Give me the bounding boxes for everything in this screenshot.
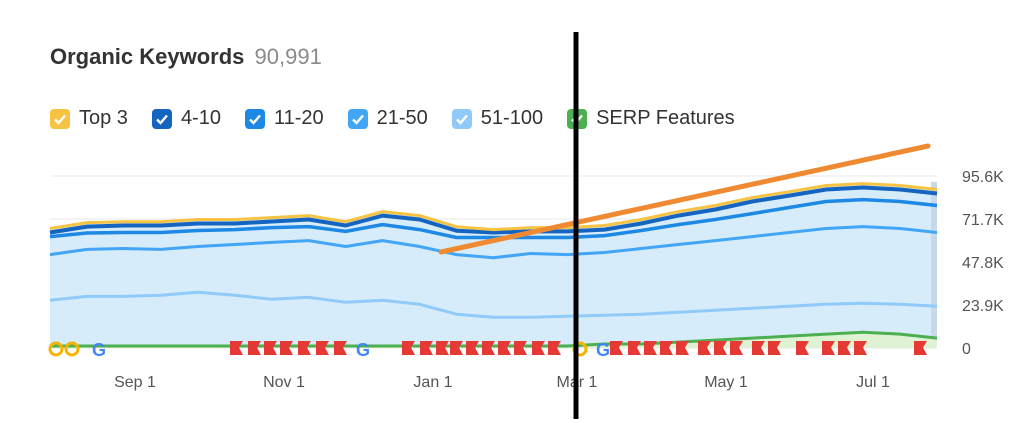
event-flag-marker bbox=[466, 341, 479, 355]
legend-label: 4-10 bbox=[180, 107, 221, 129]
google-update-icon: G bbox=[92, 340, 106, 360]
series-line-11-20 bbox=[49, 197, 938, 240]
y-tick-label: 95.6K bbox=[962, 169, 1004, 186]
y-tick-label: 71.7K bbox=[962, 212, 1004, 229]
legend-label: SERP Features bbox=[596, 107, 735, 129]
google-update-icon: G bbox=[596, 340, 610, 360]
event-flag-marker bbox=[730, 341, 743, 355]
event-flag-marker bbox=[628, 341, 641, 355]
x-tick-label: Nov 1 bbox=[263, 374, 305, 391]
keyword-count: 90,991 bbox=[254, 44, 322, 69]
event-flag-marker bbox=[498, 341, 511, 355]
event-flag-marker bbox=[644, 341, 657, 355]
y-tick-label: 0 bbox=[962, 341, 971, 358]
chart-edge-strip bbox=[931, 182, 937, 348]
google-update-icon: G bbox=[356, 340, 370, 360]
legend-label: 21-50 bbox=[376, 107, 428, 129]
y-tick-label: 47.8K bbox=[962, 255, 1004, 272]
legend-item-51-100[interactable]: 51-100 bbox=[451, 107, 544, 130]
event-flag-marker bbox=[548, 341, 561, 355]
event-flag-marker bbox=[822, 341, 835, 355]
event-flag-marker bbox=[660, 341, 673, 355]
event-flag-marker bbox=[280, 341, 293, 355]
event-flag-marker bbox=[796, 341, 809, 355]
event-flag-marker bbox=[264, 341, 277, 355]
chart-title: Organic Keywords bbox=[50, 44, 245, 69]
legend-item-11-20[interactable]: 11-20 bbox=[244, 107, 324, 130]
event-marker-icon bbox=[48, 341, 64, 357]
event-flag-marker bbox=[420, 341, 433, 355]
series-line-4-10 bbox=[49, 185, 938, 235]
event-flag-marker bbox=[676, 341, 689, 355]
x-tick-label: May 1 bbox=[704, 374, 748, 391]
event-marker-icon bbox=[64, 341, 80, 357]
event-flag-marker bbox=[752, 341, 765, 355]
event-flag-marker bbox=[768, 341, 781, 355]
checkbox-icon[interactable] bbox=[244, 108, 265, 129]
series-line-top-3 bbox=[49, 182, 938, 232]
event-flag-marker bbox=[514, 341, 527, 355]
event-flag-marker bbox=[334, 341, 347, 355]
legend: Top 3 4-10 11-20 21-50 51-100 SERP Featu… bbox=[50, 107, 759, 130]
event-flag-marker bbox=[402, 341, 415, 355]
series-line-serp-features bbox=[50, 330, 938, 348]
x-tick-label: Jan 1 bbox=[413, 374, 452, 391]
series-line-51-100 bbox=[49, 290, 938, 319]
legend-label: Top 3 bbox=[79, 107, 128, 129]
legend-label: 11-20 bbox=[273, 107, 324, 129]
chart-header: Organic Keywords 90,991 bbox=[50, 44, 322, 70]
legend-item-serp-features[interactable]: SERP Features bbox=[567, 107, 735, 130]
event-flag-marker bbox=[532, 341, 545, 355]
checkbox-icon[interactable] bbox=[347, 108, 368, 129]
legend-item-top-3[interactable]: Top 3 bbox=[50, 107, 128, 130]
event-flag-marker bbox=[838, 341, 851, 355]
event-flag-marker bbox=[230, 341, 243, 355]
x-tick-label: Jul 1 bbox=[856, 374, 890, 391]
series-line-21-50 bbox=[49, 225, 938, 260]
legend-item-21-50[interactable]: 21-50 bbox=[347, 107, 428, 130]
event-flag-marker bbox=[298, 341, 311, 355]
event-flag-marker bbox=[436, 341, 449, 355]
event-flag-marker bbox=[450, 341, 463, 355]
y-tick-label: 23.9K bbox=[962, 298, 1004, 315]
legend-item-4-10[interactable]: 4-10 bbox=[151, 107, 221, 130]
event-flag-marker bbox=[854, 341, 867, 355]
event-flag-marker bbox=[714, 341, 727, 355]
checkbox-icon[interactable] bbox=[151, 108, 172, 129]
legend-label: 51-100 bbox=[480, 107, 544, 129]
x-tick-label: Sep 1 bbox=[114, 374, 156, 391]
event-flag-marker bbox=[698, 341, 711, 355]
event-flag-marker bbox=[914, 341, 927, 355]
event-flag-marker bbox=[610, 341, 623, 355]
event-flag-marker bbox=[248, 341, 261, 355]
event-flag-marker bbox=[316, 341, 329, 355]
trend-annotation-line bbox=[438, 143, 931, 255]
checkbox-icon[interactable] bbox=[451, 108, 472, 129]
event-flag-marker bbox=[482, 341, 495, 355]
checkbox-icon[interactable] bbox=[50, 108, 70, 129]
keyword-area-fill bbox=[50, 183, 937, 348]
